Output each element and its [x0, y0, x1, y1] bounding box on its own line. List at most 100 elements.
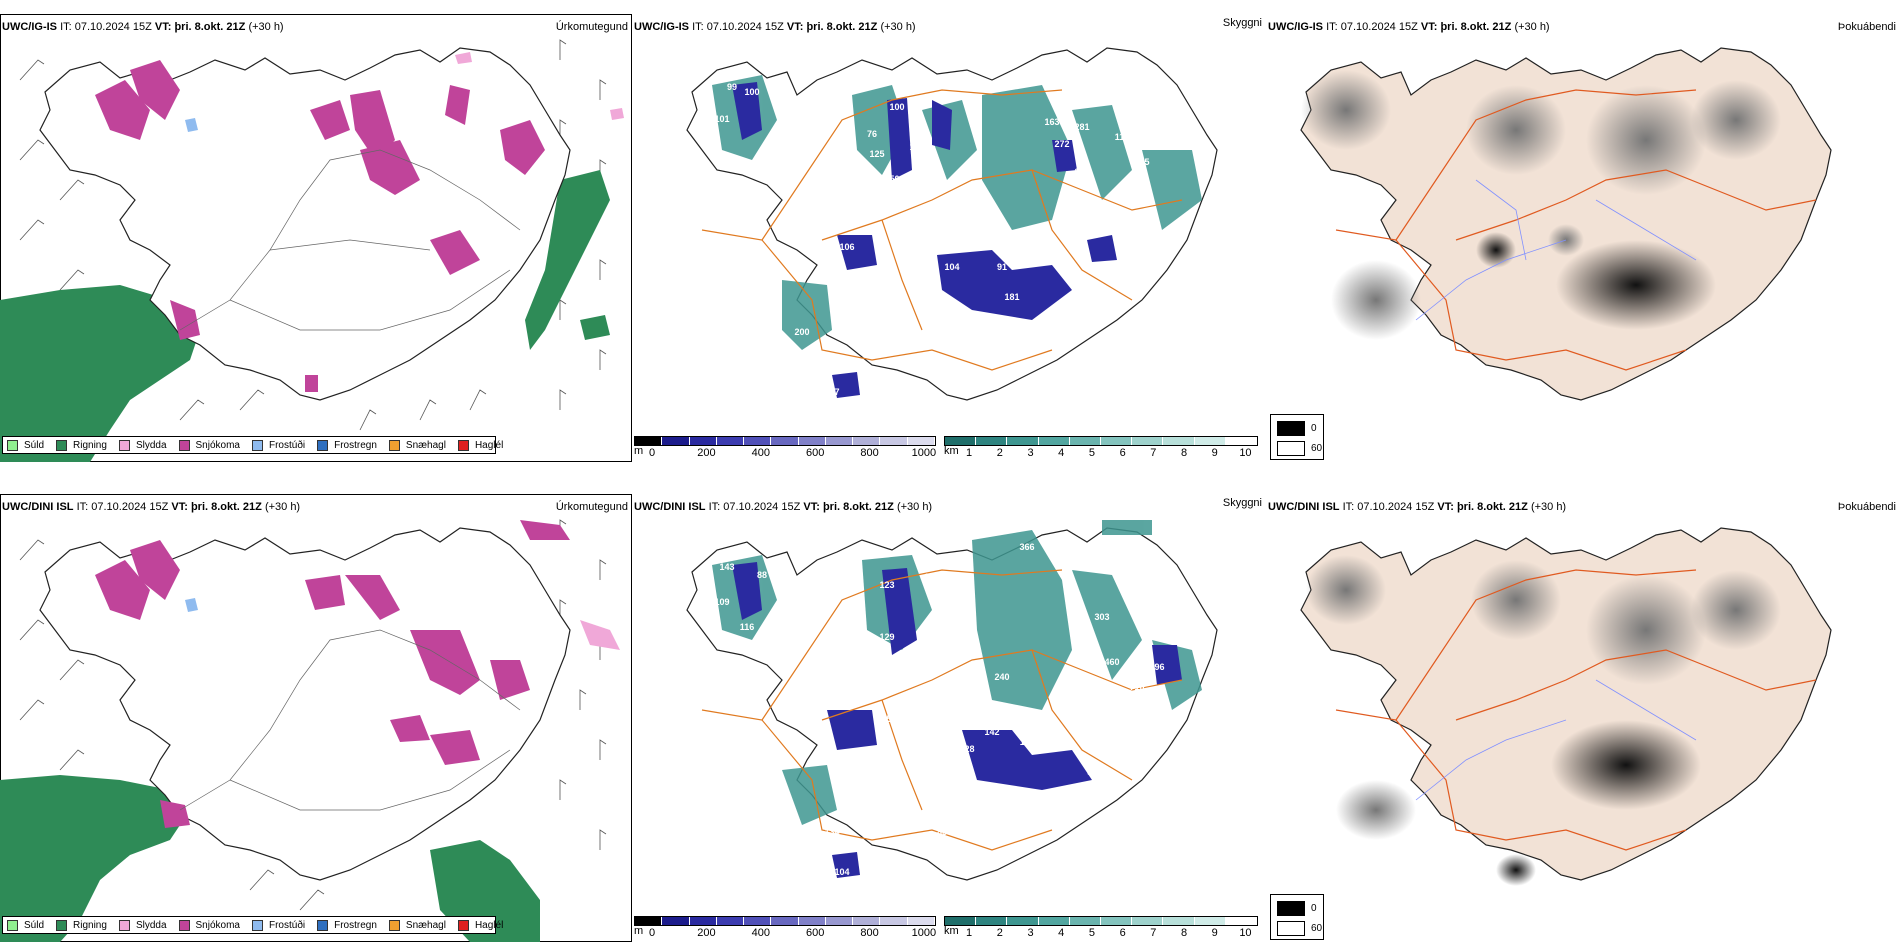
peak-height-label: 101 [714, 114, 729, 124]
valid-label: VT: [803, 501, 820, 513]
peak-height-label: 92 [1047, 257, 1057, 267]
scale-tick-label: 600 [806, 447, 825, 459]
row2-fog-title: UWC/DINI ISL IT: 07.10.2024 15Z VT: þri.… [1268, 500, 1566, 514]
colorbar-segment [1007, 437, 1039, 445]
row1-fog-title: UWC/IG-IS IT: 07.10.2024 15Z VT: þri. 8.… [1268, 20, 1550, 34]
peak-height-label: 134 [824, 827, 839, 837]
fog-legend-row: 0 [1277, 421, 1317, 436]
scale-tick-label: 800 [860, 447, 879, 459]
legend-label: Haglél [474, 919, 504, 931]
scale-tick-label: 600 [806, 927, 825, 939]
peak-height-label: 109 [714, 597, 729, 607]
cloud-panel-type: Skyggni [1222, 17, 1262, 29]
legend-label: Slydda [135, 919, 167, 931]
legend-label: Súld [24, 919, 45, 931]
legend-label: Frostregn [334, 439, 377, 451]
height-colorbar [634, 916, 936, 926]
legend-item: Rigning [56, 919, 107, 931]
peak-height-label: 296 [1149, 662, 1164, 672]
visibility-ticks: 1 2 3 4 5 6 7 8 9 10 [944, 926, 1258, 940]
colorbar-segment [907, 917, 935, 925]
scale-tick-label: 9 [1211, 927, 1218, 939]
colorbar-segment [1225, 437, 1258, 445]
peak-height-label: 96 [1087, 767, 1097, 777]
legend-swatch [251, 919, 263, 931]
legend-item: Haglél [457, 439, 503, 451]
init-time: 07.10.2024 15Z [1340, 21, 1418, 33]
scale-tick-label: 1 [966, 447, 973, 459]
colorbar-segment [662, 437, 690, 445]
scale-tick-label: 200 [697, 447, 716, 459]
peak-height-label: 104 [834, 867, 849, 877]
peak-height-label: 142 [984, 727, 999, 737]
scale-tick-label: 1000 [911, 927, 937, 939]
peak-height-label: 710 [1129, 682, 1144, 692]
valid-time: þri. 8.okt. 21Z [190, 501, 262, 513]
peak-height-label: 143 [719, 562, 734, 572]
model-name: UWC/DINI ISL [2, 501, 74, 513]
colorbar-segment [1069, 917, 1102, 925]
visibility-scale: 1 2 3 4 5 6 7 8 9 10 km [944, 436, 1258, 460]
peak-height-label: 115 [1020, 737, 1035, 747]
height-colorbar [634, 436, 936, 446]
roads [701, 569, 1183, 851]
colorbar-segment [662, 917, 690, 925]
legend-item: Snæhagl [388, 919, 446, 931]
colorbar-segment [1194, 917, 1226, 925]
scale-tick-label: 7 [1150, 447, 1157, 459]
scale-tick-label: 1 [966, 927, 973, 939]
scale-tick-label: 3 [1027, 927, 1034, 939]
peak-height-label: 105 [876, 714, 891, 724]
fog-legend-row: 60 [1277, 441, 1322, 456]
fog-legend-label: 0 [1311, 903, 1317, 914]
row2-fog-panel: UWC/DINI ISL IT: 07.10.2024 15Z VT: þri.… [1266, 480, 1900, 950]
fog-panel-type: Þokuábendi [1837, 21, 1896, 33]
colorbar-segment [1069, 437, 1102, 445]
fog-map [1300, 527, 1832, 886]
legend-swatch [178, 919, 190, 931]
legend-swatch [7, 439, 18, 451]
scale-tick-label: 10 [1239, 927, 1252, 939]
legend-swatch [56, 439, 68, 451]
colorbar-segment [798, 917, 826, 925]
legend-label: Súld [24, 439, 45, 451]
peak-height-label: 163 [1044, 117, 1059, 127]
scale-tick-label: 2 [996, 447, 1003, 459]
colorbar-segment [1225, 917, 1258, 925]
peak-height-label: 272 [1054, 139, 1069, 149]
peak-height-label: 97 [767, 342, 777, 352]
legend-item: Súld [7, 439, 45, 451]
rain-area-east [525, 170, 610, 350]
cloud-panel-type: Skyggni [1222, 497, 1262, 509]
peak-height-label: 88 [757, 570, 767, 580]
row1-cloud-title: UWC/IG-IS IT: 07.10.2024 15Z VT: þri. 8.… [634, 20, 916, 34]
fog-map [1300, 47, 1832, 401]
scale-tick-label: 1000 [911, 447, 937, 459]
init-time: 07.10.2024 15Z [91, 501, 169, 513]
peak-height-label: 76 [867, 129, 877, 139]
colorbar-segment [1163, 437, 1195, 445]
colorbar-segment [1038, 917, 1070, 925]
peak-height-label: 104 [944, 262, 959, 272]
height-ticks: 0 200 400 600 800 1000 [634, 446, 936, 460]
legend-label: Snjókoma [195, 439, 240, 451]
height-scale: 0 200 400 600 800 1000 m [634, 916, 936, 940]
snow-areas [95, 60, 545, 392]
valid-label: VT: [171, 501, 188, 513]
colorbar-segment [689, 917, 717, 925]
height-unit: m [634, 925, 644, 937]
legend-item: Frostregn [317, 919, 377, 931]
colorbar-segment [798, 437, 826, 445]
lead-time: (+30 h) [1514, 21, 1550, 33]
lead-time: (+30 h) [896, 501, 933, 513]
scale-tick-label: 4 [1058, 447, 1065, 459]
peak-height-label: 172 [929, 652, 944, 662]
scale-tick-label: 400 [751, 927, 771, 939]
legend-item: Slydda [118, 439, 167, 451]
peak-height-label: 100 [744, 87, 759, 97]
peak-height-label: 129 [879, 632, 894, 642]
lead-time: (+30 h) [248, 21, 284, 33]
legend-label: Rigning [73, 919, 107, 931]
init-time: 07.10.2024 15Z [706, 21, 784, 33]
legend-swatch [388, 439, 400, 451]
